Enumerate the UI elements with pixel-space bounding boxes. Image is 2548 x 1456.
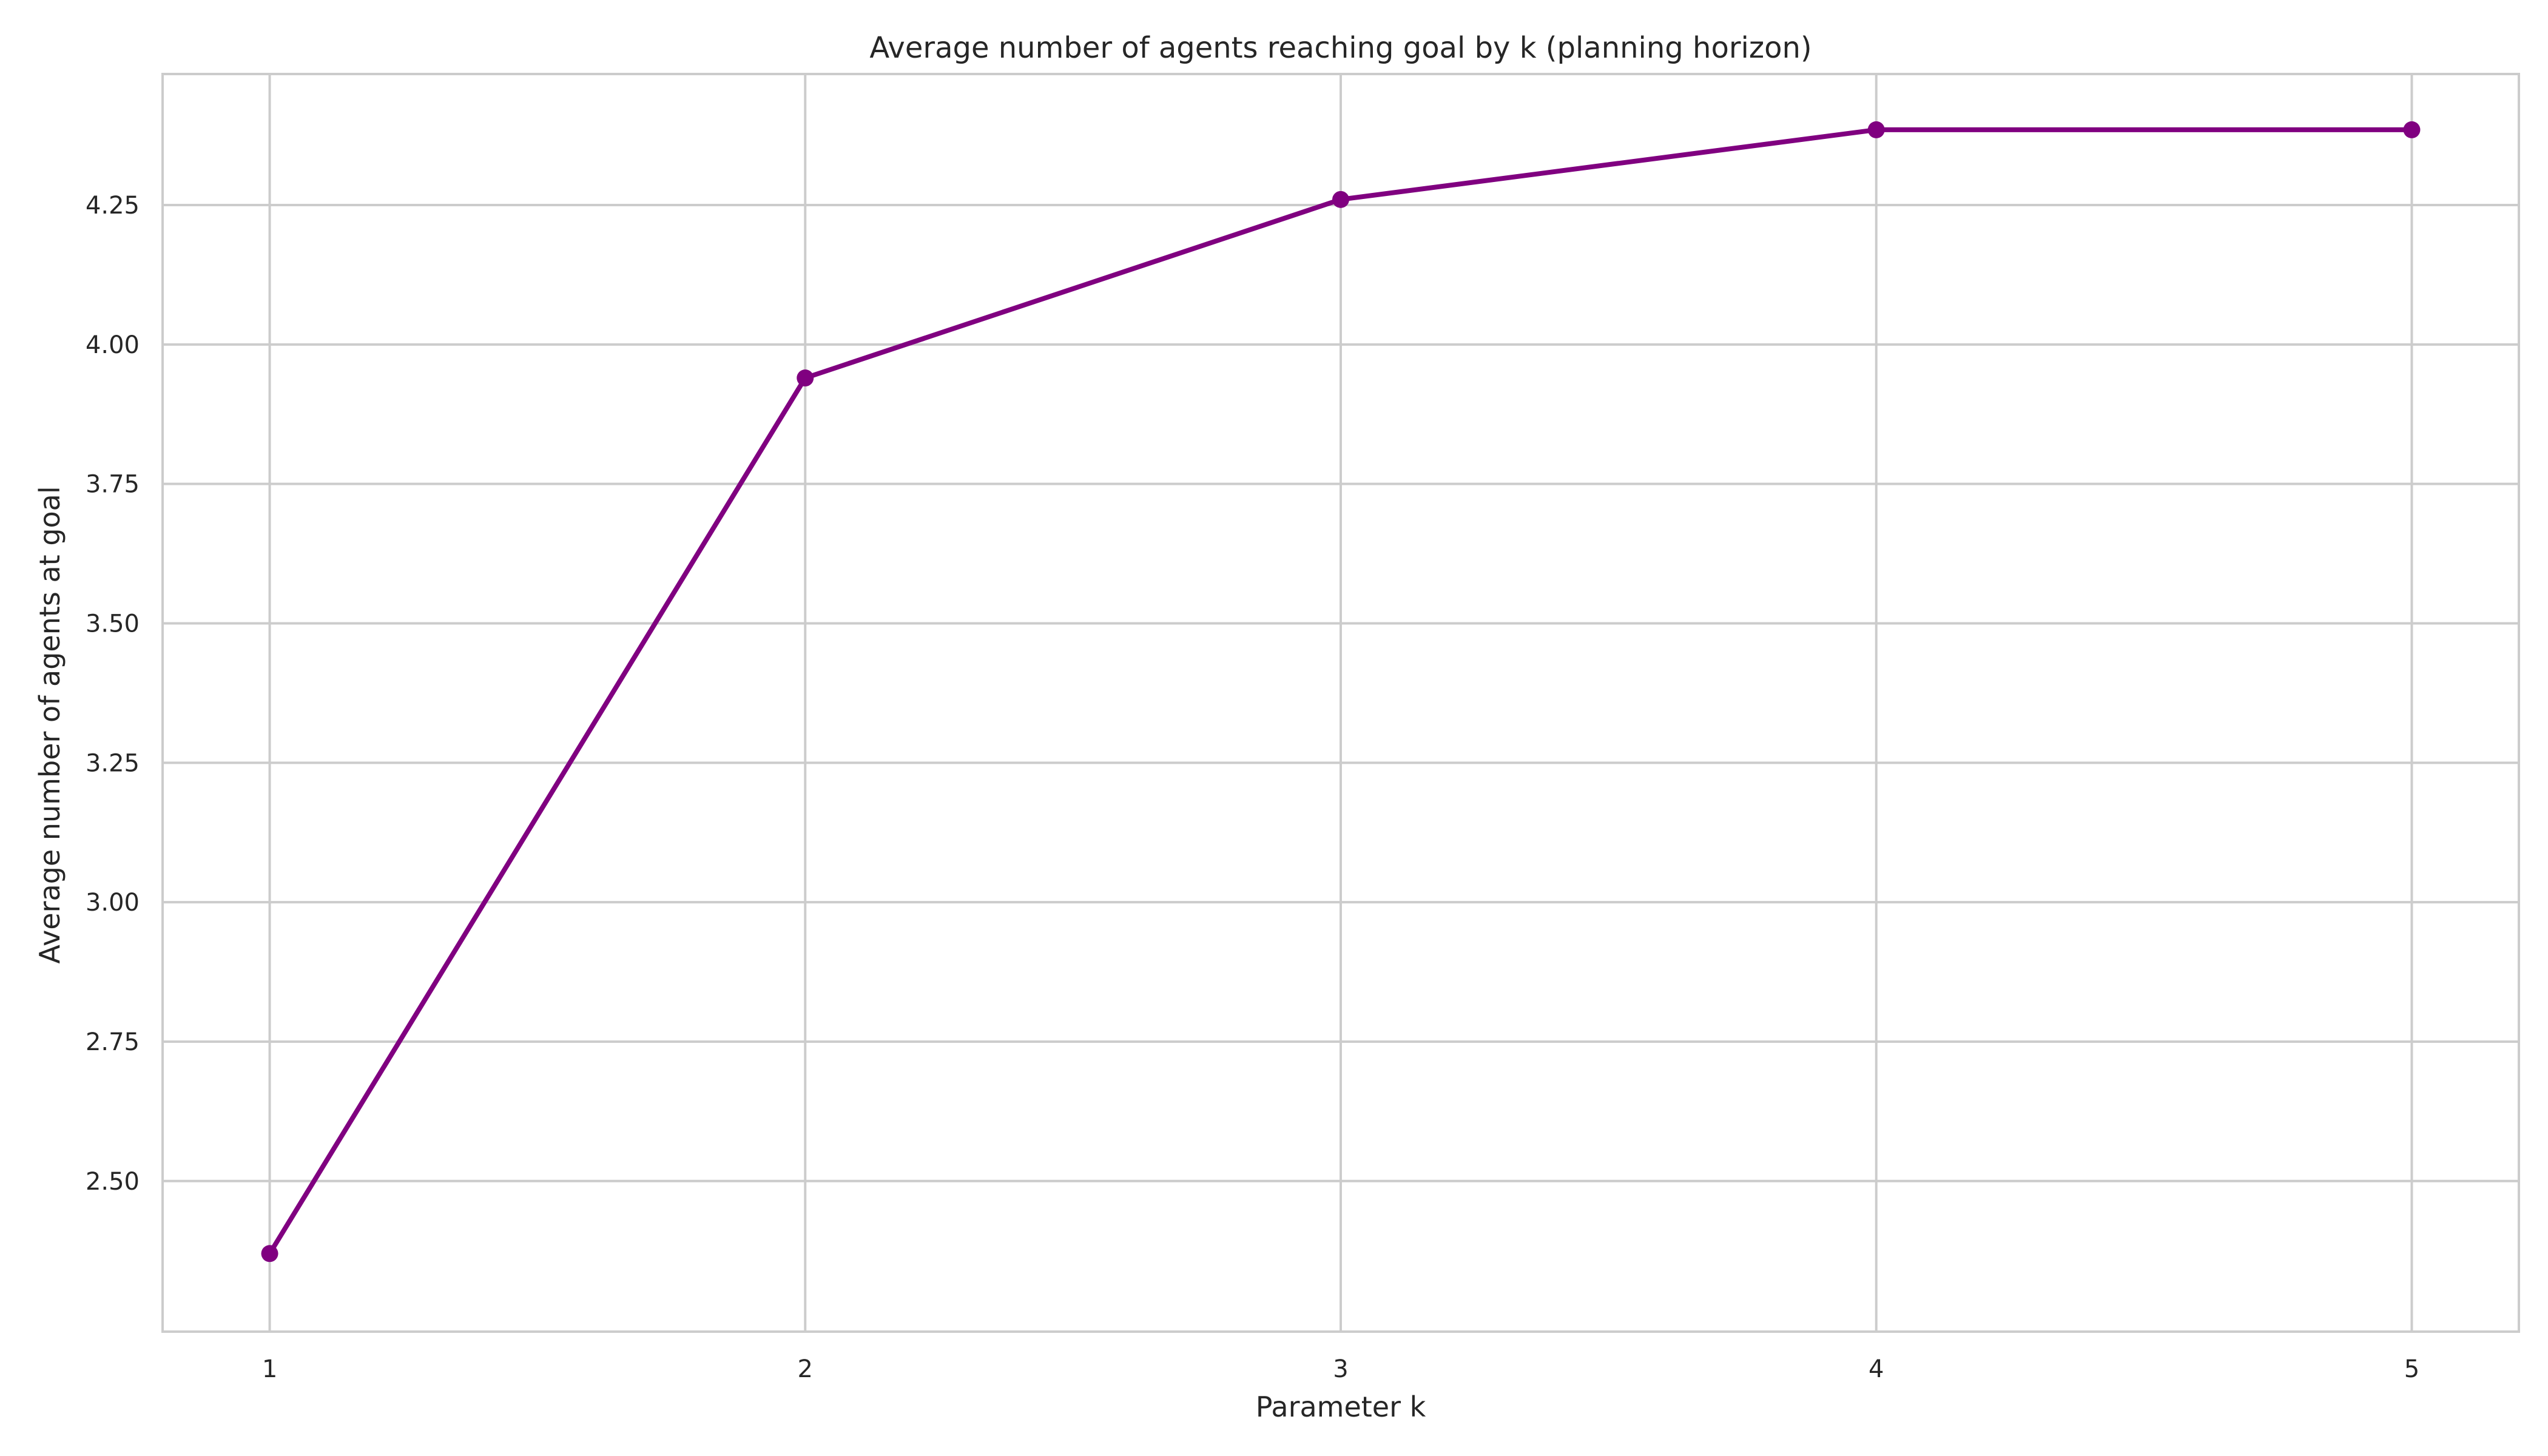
x-tick-label: 1 [262,1355,277,1383]
plot-frame [161,73,2520,1333]
y-tick-label: 2.50 [86,1168,140,1196]
y-tick-label: 4.25 [86,192,140,220]
chart-title: Average number of agents reaching goal b… [869,31,1812,65]
data-point [1332,190,1349,208]
data-point [261,1245,278,1262]
y-tick-label: 2.75 [86,1028,140,1056]
x-axis-label: Parameter k [1256,1390,1426,1423]
x-tick-label: 5 [2404,1355,2419,1383]
y-tick-label: 3.50 [86,610,140,638]
y-tick-label: 3.00 [86,889,140,917]
data-point [2403,121,2421,138]
y-tick-label: 4.00 [86,331,140,359]
y-axis-label: Average number of agents at goal [33,486,66,963]
x-tick-label: 4 [1869,1355,1884,1383]
data-point [1867,121,1885,138]
x-tick-labels: 1 2 3 4 5 [262,1355,2419,1383]
y-tick-label: 3.25 [86,749,140,777]
x-tick-label: 3 [1333,1355,1348,1383]
series-layer [261,121,2421,1262]
y-tick-label: 3.75 [86,471,140,499]
data-point [797,369,814,387]
y-tick-labels: 2.50 2.75 3.00 3.25 3.50 3.75 4.00 4.25 [86,192,140,1196]
grid-lines [163,74,2519,1332]
x-tick-label: 2 [798,1355,813,1383]
